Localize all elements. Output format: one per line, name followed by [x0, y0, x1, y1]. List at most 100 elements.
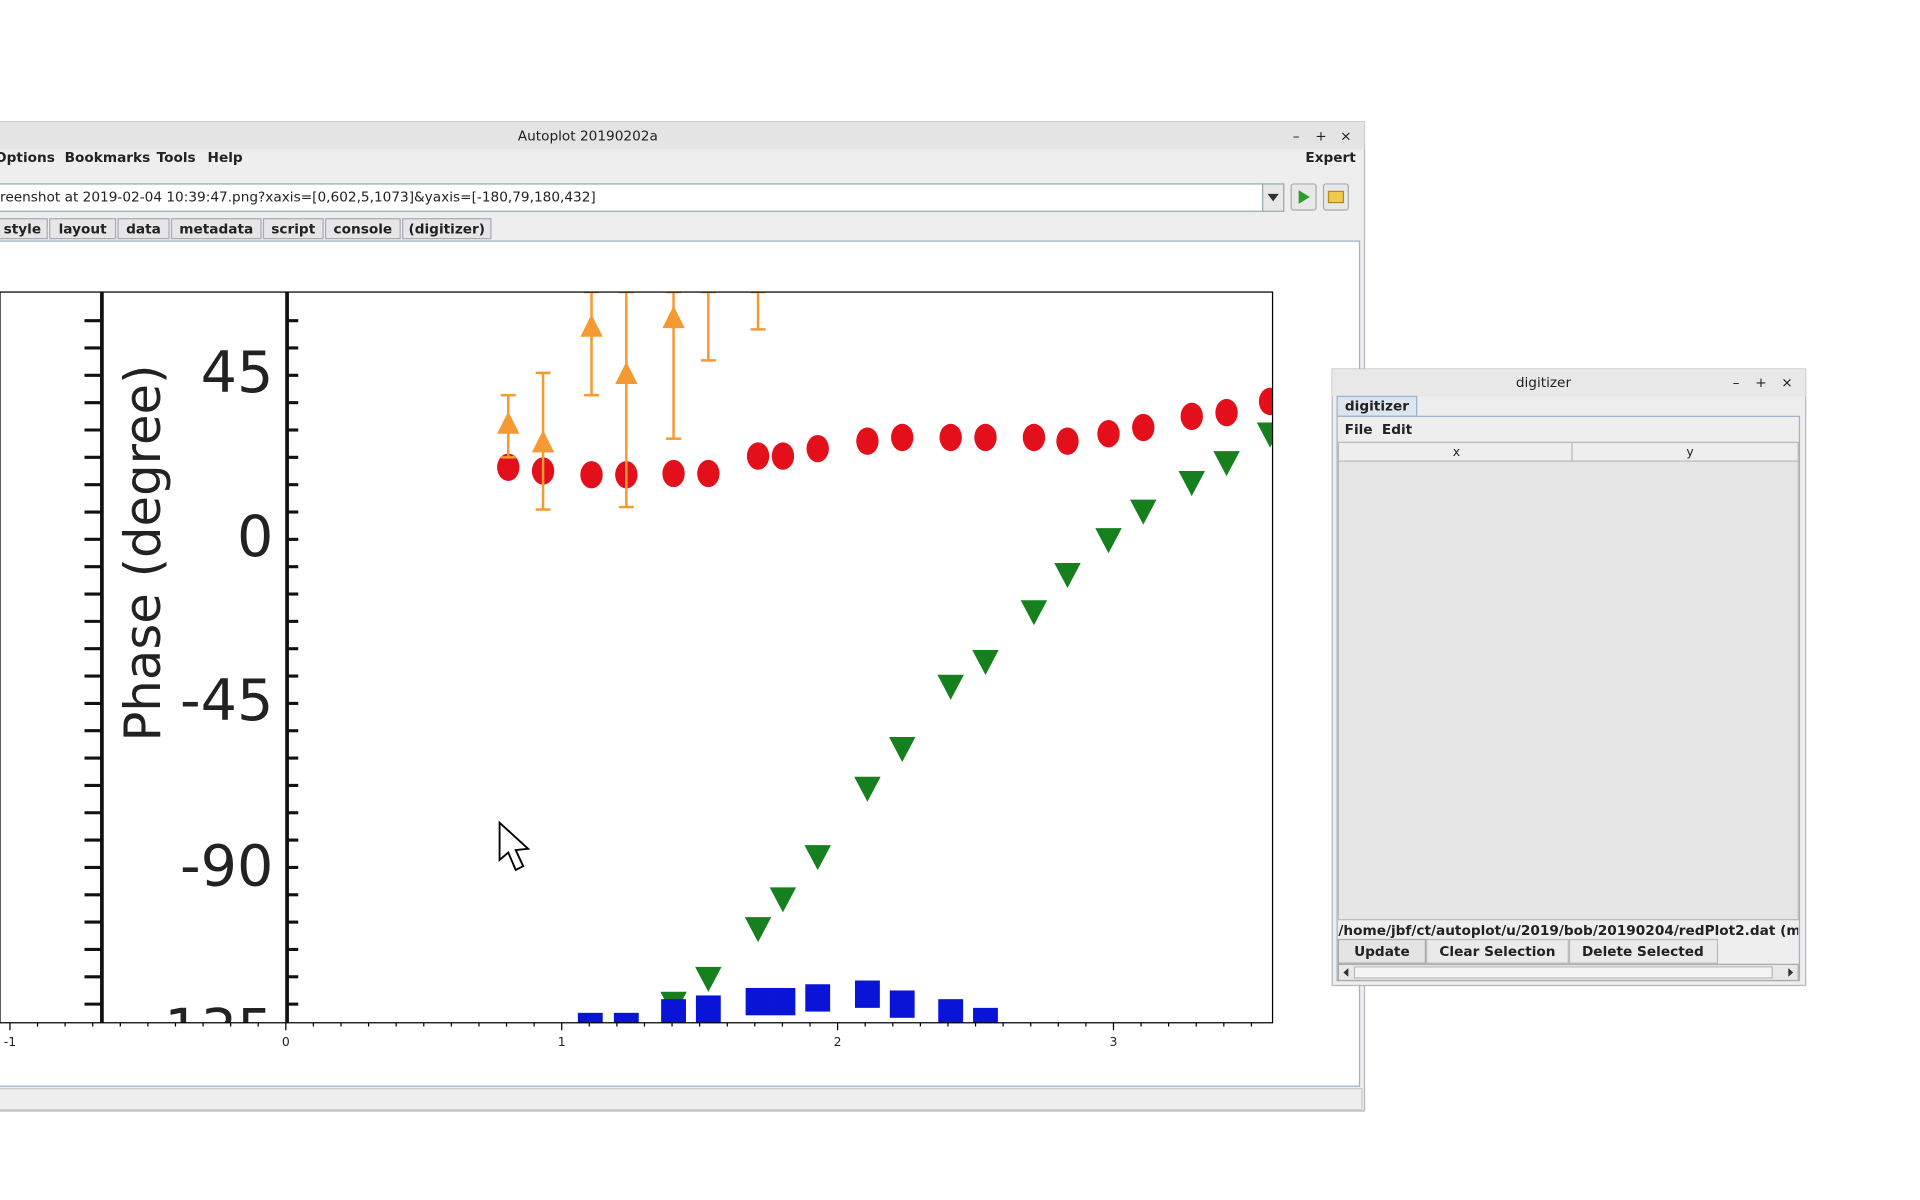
mouse-cursor	[498, 820, 531, 872]
image-ytick-label: 0	[237, 504, 273, 570]
menu-item[interactable]: Bookmarks	[65, 150, 151, 166]
image-ytick-label: -45	[180, 668, 273, 734]
close[interactable]: ×	[1781, 375, 1792, 391]
maximize[interactable]: +	[1755, 375, 1766, 391]
minimize[interactable]: –	[1733, 375, 1740, 391]
column-header[interactable]	[1571, 441, 1799, 462]
plot-image: Phase (degree) 45 0 -45 -90 -135	[0, 292, 1273, 1064]
digitizer-title-bar	[1332, 369, 1806, 397]
image-marker	[1022, 423, 1046, 452]
image-marker	[662, 459, 685, 488]
clear-selection-button[interactable]	[1426, 938, 1569, 964]
image-marker	[661, 999, 686, 1023]
image-marker	[1178, 471, 1206, 497]
image-marker	[744, 917, 772, 943]
digitizer-tab-label: digitizer	[1345, 398, 1409, 414]
table	[1337, 441, 1799, 921]
tab-label: data	[126, 221, 161, 237]
image-marker	[937, 674, 964, 700]
image-marker	[695, 966, 722, 992]
status-bar	[0, 1088, 1363, 1111]
tab[interactable]	[117, 218, 170, 240]
image-background	[0, 292, 1273, 1023]
image-marker	[938, 999, 964, 1023]
image-ytick-label: -135	[144, 998, 274, 1064]
image-marker	[580, 461, 603, 489]
digitizer-title: digitizer	[1516, 375, 1572, 391]
image-marker	[974, 423, 997, 452]
image-marker	[695, 995, 721, 1023]
image-marker	[1095, 528, 1122, 554]
tab[interactable]	[0, 218, 48, 240]
button-label: Delete Selected	[1582, 944, 1704, 960]
menu-item[interactable]: Tools	[157, 150, 196, 166]
button-label: Update	[1354, 944, 1410, 960]
url-text: reenshot at 2019-02-04 10:39:47.png?xaxi…	[0, 190, 596, 206]
column-label: x	[1453, 444, 1460, 459]
image-marker	[531, 429, 555, 453]
image-marker	[580, 314, 603, 337]
image-marker	[1258, 387, 1273, 416]
image-marker	[770, 987, 796, 1016]
image-marker	[1056, 427, 1079, 455]
image-marker	[972, 649, 999, 675]
button-label: Clear Selection	[1439, 944, 1555, 960]
tab-label: metadata	[179, 221, 253, 237]
x-tick-label: 1	[558, 1034, 566, 1049]
image-marker	[806, 434, 829, 463]
update-button[interactable]	[1337, 938, 1427, 964]
tab[interactable]	[49, 218, 117, 240]
scroll-thumb[interactable]	[1353, 966, 1773, 979]
image-marker	[497, 453, 520, 481]
expert-button[interactable]: Expert	[1305, 150, 1356, 166]
folder-icon	[1327, 190, 1344, 204]
image-marker	[891, 423, 914, 452]
menu-item[interactable]: Help	[208, 150, 243, 166]
tab[interactable]	[262, 218, 324, 240]
maximize[interactable]: +	[1315, 129, 1326, 145]
image-marker	[697, 459, 720, 488]
dropdown-arrow	[1267, 193, 1279, 202]
tab-label: script	[271, 221, 315, 237]
minimize[interactable]: –	[1293, 129, 1300, 145]
image-marker	[854, 980, 880, 1008]
image-marker	[939, 423, 962, 452]
tab-label: layout	[59, 221, 107, 237]
image-marker	[1180, 402, 1203, 430]
image-marker	[804, 845, 831, 871]
image-marker	[1256, 422, 1273, 448]
image-marker	[889, 990, 915, 1018]
image-marker	[1020, 600, 1048, 626]
tab-label: console	[334, 221, 393, 237]
title-bar	[0, 121, 1365, 150]
image-marker	[745, 987, 771, 1016]
menu-item[interactable]: Options	[0, 150, 55, 166]
plot-frame	[0, 291, 1274, 1024]
tab[interactable]	[324, 218, 401, 240]
image-marker	[854, 776, 881, 802]
image-marker	[613, 1012, 639, 1023]
delete-selected-button[interactable]	[1568, 938, 1719, 964]
image-marker	[1213, 451, 1240, 477]
x-tick-label: -1	[4, 1034, 16, 1049]
image-marker	[973, 1007, 998, 1023]
url-field[interactable]	[0, 183, 1264, 212]
menu-item[interactable]: File	[1345, 422, 1373, 438]
go-icon	[1298, 190, 1310, 204]
image-marker	[1130, 499, 1157, 525]
close[interactable]: ×	[1340, 129, 1351, 145]
image-marker	[856, 427, 879, 455]
image-marker	[1054, 562, 1081, 588]
menu-item[interactable]: Edit	[1382, 422, 1413, 438]
image-marker	[746, 442, 770, 470]
image-marker	[497, 411, 520, 434]
tab[interactable]	[402, 218, 492, 240]
tab[interactable]	[170, 218, 262, 240]
image-marker	[577, 1012, 603, 1023]
image-marker	[1097, 420, 1120, 448]
image-marker	[615, 361, 638, 385]
file-path: /home/jbf/ct/autoplot/u/2019/bob/2019020…	[1338, 923, 1853, 939]
